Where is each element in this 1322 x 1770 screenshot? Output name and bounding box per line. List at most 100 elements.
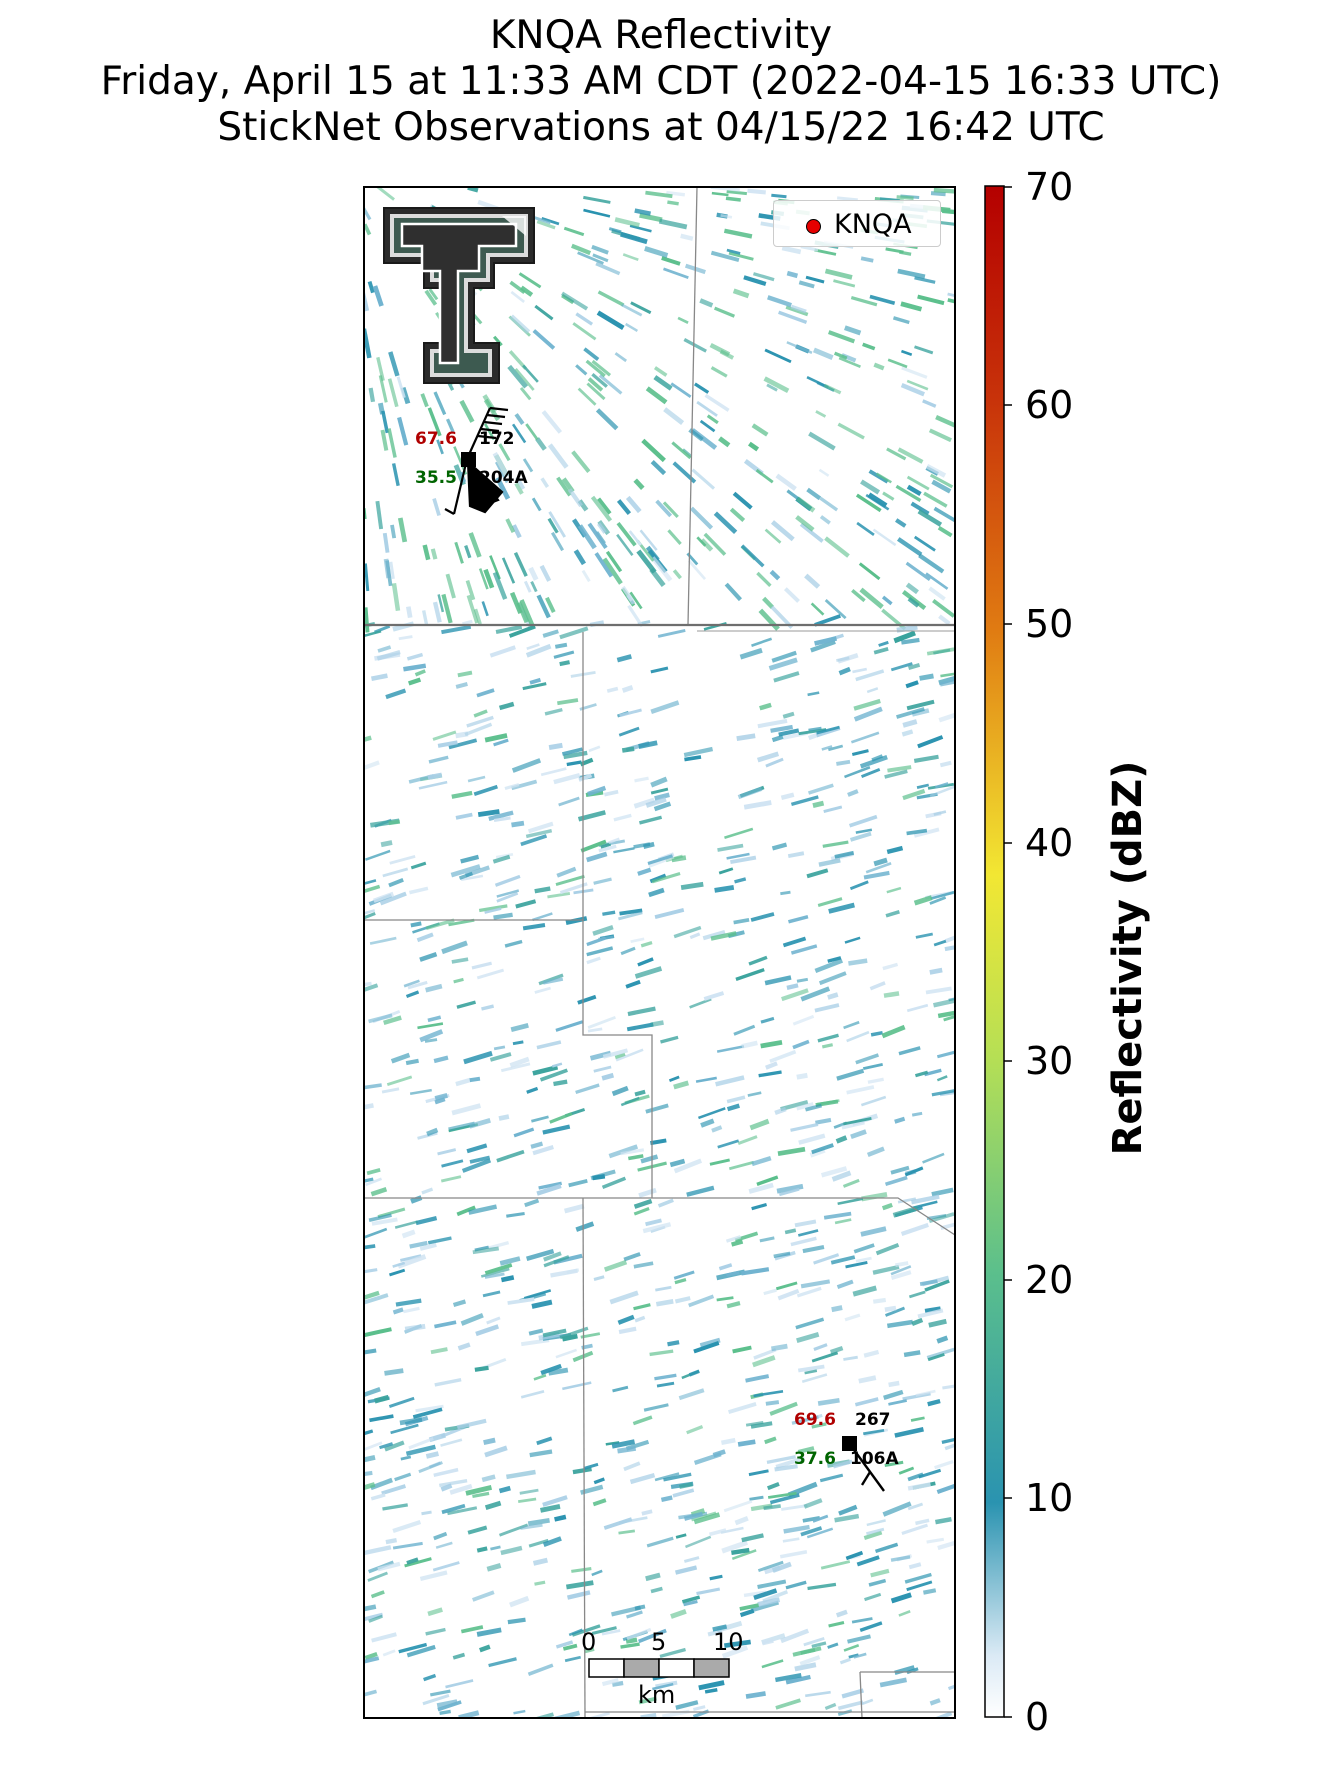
reflectivity-gate <box>666 190 686 197</box>
reflectivity-gate <box>737 1439 756 1447</box>
reflectivity-gate <box>706 414 719 425</box>
reflectivity-gate <box>944 932 955 944</box>
reflectivity-gate <box>368 387 376 403</box>
reflectivity-gate <box>540 1504 561 1513</box>
reflectivity-gate <box>561 747 583 756</box>
reflectivity-gate <box>761 1659 784 1669</box>
reflectivity-gate <box>427 1015 442 1023</box>
reflectivity-gate <box>814 614 841 627</box>
reflectivity-gate <box>474 1365 489 1372</box>
reflectivity-gate <box>901 637 920 645</box>
reflectivity-gate <box>730 855 757 865</box>
reflectivity-gate <box>364 1387 381 1397</box>
reflectivity-gate <box>595 408 619 431</box>
reflectivity-gate <box>613 813 632 822</box>
reflectivity-gate <box>803 1498 823 1509</box>
reflectivity-gate <box>869 981 886 991</box>
reflectivity-gate <box>885 1306 906 1317</box>
reflectivity-gate <box>773 1251 791 1259</box>
reflectivity-gate <box>879 1677 907 1688</box>
reflectivity-gate <box>688 1294 715 1308</box>
reflectivity-gate <box>365 1177 382 1187</box>
reflectivity-gate <box>507 1297 535 1305</box>
reflectivity-gate <box>525 643 552 658</box>
reflectivity-gate <box>800 1526 823 1537</box>
reflectivity-gate <box>928 1318 947 1328</box>
reflectivity-gate <box>897 447 924 464</box>
reflectivity-gate <box>557 698 579 706</box>
reflectivity-gate <box>553 1079 568 1087</box>
reflectivity-gate <box>680 233 694 241</box>
reflectivity-gate <box>698 1107 726 1120</box>
reflectivity-gate <box>924 1279 950 1292</box>
reflectivity-gate <box>853 706 883 722</box>
reflectivity-gate <box>427 772 443 780</box>
reflectivity-gate <box>649 1349 674 1357</box>
reflectivity-gate <box>441 624 472 635</box>
reflectivity-gate <box>647 854 673 866</box>
reflectivity-gate <box>757 1560 784 1573</box>
reflectivity-gate <box>893 630 916 644</box>
reflectivity-gate <box>757 1579 787 1589</box>
reflectivity-gate <box>510 1022 529 1033</box>
reflectivity-gate <box>630 301 652 315</box>
reflectivity-gate <box>892 316 910 325</box>
reflectivity-gate <box>532 1064 559 1076</box>
reflectivity-gate <box>756 1175 779 1186</box>
reflectivity-gate <box>764 1436 777 1445</box>
reflectivity-gate <box>927 1398 941 1407</box>
reflectivity-gate <box>654 792 670 801</box>
reflectivity-gate <box>846 1085 875 1095</box>
reflectivity-gate <box>939 678 955 687</box>
reflectivity-gate <box>905 582 919 595</box>
reflectivity-gate <box>926 1537 945 1544</box>
reflectivity-gate <box>460 874 484 882</box>
reflectivity-gate <box>846 1030 870 1043</box>
reflectivity-gate <box>650 700 680 714</box>
reflectivity-gate <box>425 983 443 993</box>
reflectivity-gate <box>601 1176 627 1190</box>
reflectivity-gate <box>600 842 612 849</box>
reflectivity-gate <box>439 1709 452 1716</box>
reflectivity-gate <box>534 304 554 321</box>
reflectivity-gate <box>441 1159 464 1168</box>
reflectivity-gate <box>795 496 816 513</box>
reflectivity-gate <box>542 1495 568 1507</box>
reflectivity-gate <box>426 1127 439 1137</box>
reflectivity-gate <box>615 1048 644 1062</box>
reflectivity-gate <box>765 1400 780 1406</box>
reflectivity-gate <box>377 402 385 415</box>
reflectivity-gate <box>786 341 813 354</box>
reflectivity-gate <box>367 1571 388 1582</box>
reflectivity-gate <box>745 1420 764 1427</box>
reflectivity-gate <box>418 780 448 790</box>
reflectivity-gate <box>625 322 639 332</box>
reflectivity-gate <box>907 1502 924 1511</box>
reflectivity-gate <box>900 1222 929 1236</box>
reflectivity-gate <box>620 231 648 245</box>
reflectivity-gate <box>369 936 397 945</box>
reflectivity-gate <box>409 886 429 895</box>
reflectivity-gate <box>405 606 413 619</box>
reflectivity-gate <box>807 783 834 795</box>
reflectivity-gate <box>906 699 935 711</box>
reflectivity-gate <box>843 1644 860 1652</box>
reflectivity-gate <box>765 757 784 768</box>
reflectivity-gate <box>542 1124 571 1135</box>
reflectivity-gate <box>555 1640 574 1649</box>
reflectivity-gate <box>777 1146 806 1157</box>
reflectivity-gate <box>881 1202 893 1211</box>
reflectivity-gate <box>758 1070 782 1078</box>
scale-bar-tick-0: 0 <box>581 1628 597 1656</box>
reflectivity-gate <box>773 671 800 683</box>
reflectivity-gate <box>872 1264 900 1275</box>
reflectivity-gate <box>547 517 559 534</box>
reflectivity-gate <box>583 195 611 204</box>
reflectivity-gate <box>583 1647 595 1654</box>
reflectivity-gate <box>469 1155 491 1164</box>
reflectivity-gate <box>693 1341 720 1354</box>
reflectivity-gate <box>790 1122 819 1132</box>
reflectivity-gate <box>834 850 855 859</box>
reflectivity-gate <box>429 1689 451 1697</box>
reflectivity-gate <box>815 410 827 418</box>
